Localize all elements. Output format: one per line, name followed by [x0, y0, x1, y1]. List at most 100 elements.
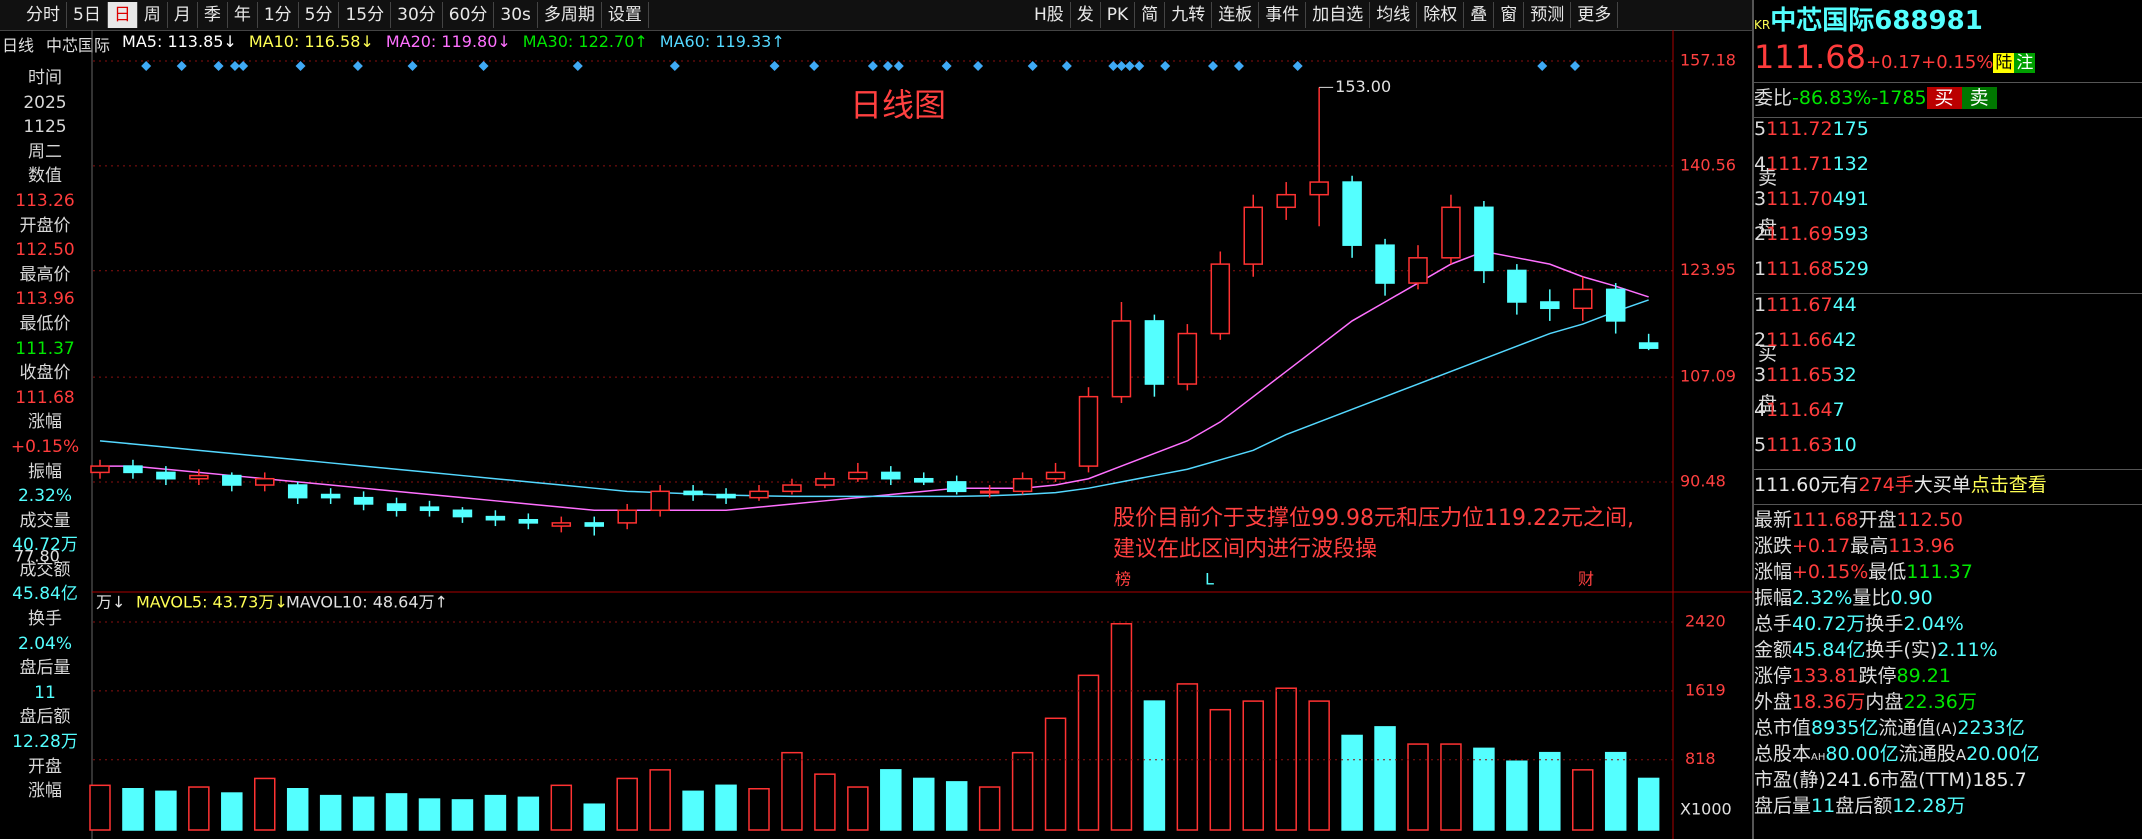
info-item: 2025: [23, 92, 67, 113]
period-tab[interactable]: 60分: [443, 2, 495, 28]
info-item: 2.32%: [17, 486, 72, 507]
period-tab[interactable]: 日: [107, 2, 138, 28]
volume-bar: [1407, 743, 1429, 831]
volume-tick-label: 2420: [1685, 612, 1726, 631]
book-price: 111.65: [1766, 364, 1833, 386]
volume-header: MAVOL5: 43.73万↓: [136, 593, 288, 612]
tool-button[interactable]: 连板: [1212, 2, 1260, 28]
tool-button[interactable]: PK: [1101, 2, 1136, 28]
big-order-text[interactable]: 点击查看: [1970, 474, 2047, 496]
ma-label: MA5: 113.85↓: [122, 32, 237, 51]
tool-button[interactable]: 简: [1135, 2, 1166, 28]
volume-bar: [1374, 726, 1396, 831]
candle-body: [353, 496, 374, 505]
candle-body: [1638, 342, 1659, 349]
stat-value: 2.04%: [1903, 613, 1964, 635]
ma-line: [99, 299, 1649, 498]
period-tab[interactable]: 5分: [299, 2, 340, 28]
candle-body: [386, 503, 407, 512]
period-tab[interactable]: 月: [168, 2, 198, 28]
volume-tick-label: 1619: [1685, 680, 1726, 699]
event-diamond: [1134, 61, 1145, 71]
book-price: 111.68: [1766, 258, 1833, 280]
info-item: +0.15%: [10, 436, 80, 457]
toolbar-right: H股发 PK 简九转 连板 事件 加自选 均线 除权叠窗预测 更多: [1028, 2, 1619, 28]
candle-body: [946, 481, 967, 493]
candle-body: [452, 509, 473, 518]
tool-button[interactable]: 加自选: [1306, 2, 1371, 28]
period-tab[interactable]: 15分: [339, 2, 392, 28]
tool-button[interactable]: 窗: [1494, 2, 1525, 28]
info-item: 时间: [28, 68, 62, 88]
tool-button[interactable]: 均线: [1370, 2, 1418, 28]
tool-button[interactable]: 更多: [1571, 2, 1619, 28]
info-item: 113.26: [15, 190, 75, 211]
volume-bar: [1242, 700, 1264, 831]
candle-body: [255, 477, 275, 486]
stat-label: 盘后额: [1835, 795, 1893, 817]
candle-body: [1210, 263, 1231, 335]
period-tab[interactable]: 年: [228, 2, 258, 28]
weibi-pct: -86.83%: [1792, 87, 1872, 109]
weibi-label: 委比: [1754, 87, 1793, 109]
volume-bar: [649, 769, 671, 831]
period-tab[interactable]: 多周期: [538, 2, 602, 28]
stat-value: 12.28万: [1892, 795, 1966, 817]
book-level: 2: [1754, 329, 1767, 351]
event-diamond: [229, 61, 240, 71]
volume-bar: [945, 781, 968, 831]
volume-bar: [1077, 674, 1100, 831]
sell-button[interactable]: 卖: [1961, 87, 1997, 109]
candle-body: [518, 518, 539, 524]
period-tab[interactable]: 30s: [494, 2, 538, 28]
stat-label: 外盘: [1754, 691, 1793, 713]
period-tab[interactable]: 1分: [258, 2, 299, 28]
tool-button[interactable]: 叠: [1464, 2, 1495, 28]
candle-body: [90, 465, 110, 474]
candle-body: [782, 484, 802, 493]
book-level: 5: [1754, 118, 1767, 140]
volume-bar: [1539, 751, 1561, 831]
candle-body: [123, 465, 143, 474]
stat-value: +0.15%: [1792, 561, 1869, 583]
book-row: 4111.647: [1754, 399, 2142, 434]
kr-label: K: [1754, 18, 1762, 32]
tool-button[interactable]: H股: [1028, 2, 1071, 28]
panel-row: 111.68+0.17+0.15% 陆注: [1754, 38, 2142, 83]
period-tab[interactable]: 周: [138, 2, 168, 28]
book-level: 3: [1754, 188, 1767, 210]
info-item: 最低价: [19, 313, 71, 334]
tool-button[interactable]: 九转: [1165, 2, 1213, 28]
panel-row: 涨停133.81跌停89.21: [1754, 661, 2142, 687]
period-tab[interactable]: 季: [198, 2, 228, 28]
period-tab[interactable]: 5日: [67, 2, 108, 28]
period-tab[interactable]: 30分: [391, 2, 443, 28]
candle-body: [617, 509, 637, 524]
tool-button[interactable]: 事件: [1259, 2, 1307, 28]
volume-bar: [880, 769, 902, 831]
panel-row: 涨幅+0.15%最低111.37: [1754, 557, 2142, 583]
panel-row: KR中芯国际688981: [1754, 0, 2142, 38]
candle-body: [848, 471, 868, 480]
event-diamond: [213, 61, 224, 71]
price-tick-label: 157.18: [1680, 50, 1736, 69]
event-diamond: [1208, 61, 1219, 71]
tool-button[interactable]: 发: [1071, 2, 1101, 28]
weibi-diff: -1785: [1871, 87, 1927, 109]
period-tab[interactable]: 分时: [20, 2, 67, 28]
tool-button[interactable]: 预测: [1524, 2, 1572, 28]
info-item: 11: [34, 682, 56, 703]
volume-bar: [1473, 747, 1495, 831]
volume-bar: [221, 792, 243, 831]
stat-value: 20.00亿: [1966, 743, 2040, 765]
price-change: +0.17: [1865, 52, 1922, 73]
tool-button[interactable]: 除权: [1417, 2, 1465, 28]
book-volume: 175: [1832, 118, 1869, 140]
stock-name: 中芯国际: [46, 36, 111, 55]
price-tick-label: 107.09: [1680, 367, 1736, 386]
period-tab[interactable]: 设置: [602, 2, 649, 28]
candle-body: [979, 490, 1000, 494]
buy-button[interactable]: 买: [1926, 87, 1962, 109]
candle-body: [1507, 269, 1527, 303]
stat-value: 8935亿: [1811, 717, 1879, 739]
